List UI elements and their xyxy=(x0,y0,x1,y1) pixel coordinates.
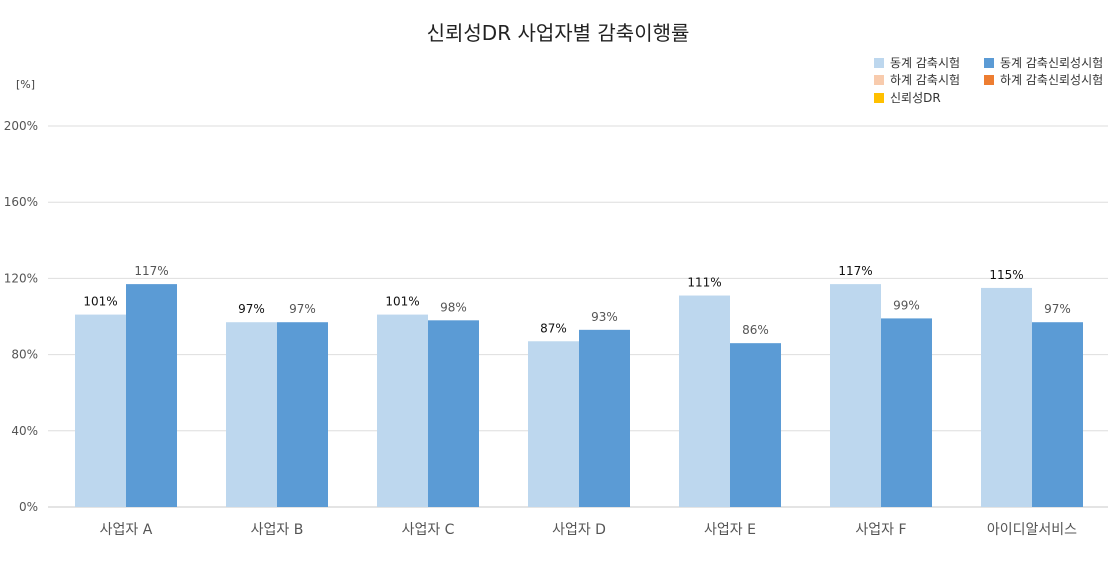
data-label: 117% xyxy=(134,264,168,278)
data-label: 97% xyxy=(238,302,265,316)
data-label: 97% xyxy=(289,302,316,316)
bar xyxy=(528,341,579,507)
y-tick-label: 120% xyxy=(4,271,38,285)
legend-swatch xyxy=(874,93,884,103)
bar xyxy=(830,284,881,507)
data-label: 87% xyxy=(540,321,567,335)
x-tick-label: 사업자 E xyxy=(704,522,756,538)
y-tick-label: 40% xyxy=(11,424,38,438)
bar xyxy=(579,329,630,507)
bar xyxy=(377,314,428,507)
legend-label: 동계 감축시험 xyxy=(890,56,960,70)
x-tick-label: 사업자 A xyxy=(100,522,153,538)
x-tick-label: 아이디알서비스 xyxy=(987,522,1077,538)
bar xyxy=(75,314,126,507)
bar xyxy=(1032,322,1083,507)
data-label: 101% xyxy=(385,295,419,309)
data-label: 99% xyxy=(893,298,920,312)
legend-swatch xyxy=(874,75,884,85)
legend-label: 하계 감축신뢰성시험 xyxy=(1000,73,1103,87)
x-tick-label: 사업자 B xyxy=(251,522,304,538)
data-label: 86% xyxy=(742,323,769,337)
data-label: 115% xyxy=(989,268,1023,282)
bar xyxy=(730,343,781,507)
x-axis-ticks: 사업자 A 사업자 B 사업자 C 사업자 D 사업자 E 사업자 F 아이디알서비스 xyxy=(100,522,1078,538)
x-tick-label: 사업자 F xyxy=(855,522,906,538)
legend-swatch xyxy=(874,58,884,68)
chart-title: 신뢰성DR 사업자별 감축이행률 xyxy=(427,21,690,45)
y-tick-label: 160% xyxy=(4,195,38,209)
y-tick-label: 200% xyxy=(4,119,38,133)
bar xyxy=(679,295,730,507)
bar xyxy=(981,287,1032,507)
legend-swatch xyxy=(984,75,994,85)
data-labels: 101% 117% 97% 97% 101% 98% 87% 93% 111% 86% 117% 99… xyxy=(83,264,1070,337)
y-axis-ticks: 0% 40% 80% 120% 160% 200% xyxy=(4,119,38,514)
y-tick-label: 80% xyxy=(11,348,38,362)
data-label: 97% xyxy=(1044,302,1071,316)
data-label: 93% xyxy=(591,310,618,324)
bar xyxy=(126,284,177,507)
legend-label: 하계 감축시험 xyxy=(890,73,960,87)
x-tick-label: 사업자 C xyxy=(402,522,455,538)
x-tick-label: 사업자 D xyxy=(552,522,606,538)
data-label: 117% xyxy=(838,264,872,278)
data-label: 111% xyxy=(687,276,721,290)
y-tick-label: 0% xyxy=(19,500,38,514)
bars xyxy=(75,284,1083,507)
bar xyxy=(428,320,479,507)
legend-label: 동계 감축신뢰성시험 xyxy=(1000,56,1103,70)
bar xyxy=(226,322,277,507)
y-axis-unit-label: [%] xyxy=(16,78,35,91)
legend-swatch xyxy=(984,58,994,68)
data-label: 98% xyxy=(440,300,467,314)
legend-label: 신뢰성DR xyxy=(890,91,941,105)
bar xyxy=(277,322,328,507)
bar xyxy=(881,318,932,507)
data-label: 101% xyxy=(83,295,117,309)
